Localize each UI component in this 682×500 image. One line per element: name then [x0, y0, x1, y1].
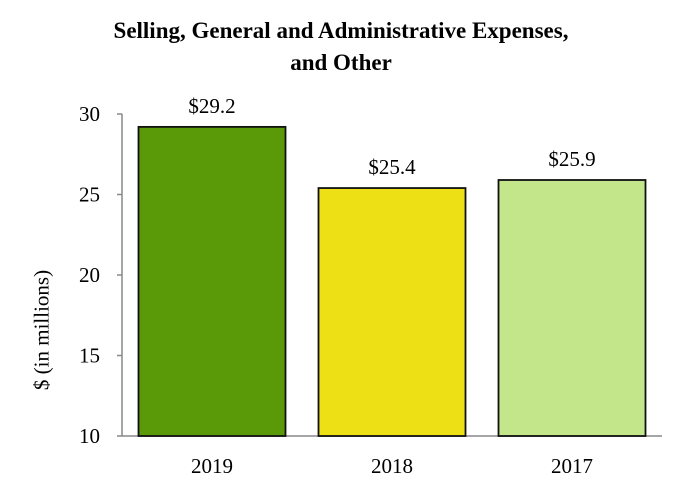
data-label-2018: $25.4 [368, 155, 416, 179]
bar-2018 [317, 187, 467, 437]
bar-2019 [137, 125, 287, 437]
y-tick-label: 30 [79, 102, 100, 126]
x-tick-label-2018: 2018 [371, 454, 413, 478]
data-label-2017: $25.9 [548, 147, 595, 171]
x-tick-label-2019: 2019 [191, 454, 233, 478]
y-tick-label: 15 [79, 344, 100, 368]
bar-2017 [497, 179, 647, 437]
y-tick-label: 20 [79, 263, 100, 287]
data-label-2019: $29.2 [188, 94, 235, 118]
y-tick-label: 10 [79, 424, 100, 448]
chart-subtitle: and Other [290, 50, 392, 75]
y-tick-label: 25 [79, 183, 100, 207]
x-tick-label-2017: 2017 [551, 454, 593, 478]
chart-title: Selling, General and Administrative Expe… [113, 18, 569, 43]
